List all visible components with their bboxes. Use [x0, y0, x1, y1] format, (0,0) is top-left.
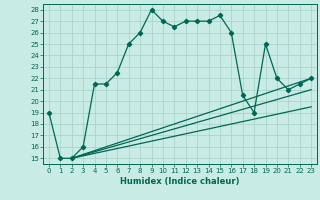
- X-axis label: Humidex (Indice chaleur): Humidex (Indice chaleur): [120, 177, 240, 186]
